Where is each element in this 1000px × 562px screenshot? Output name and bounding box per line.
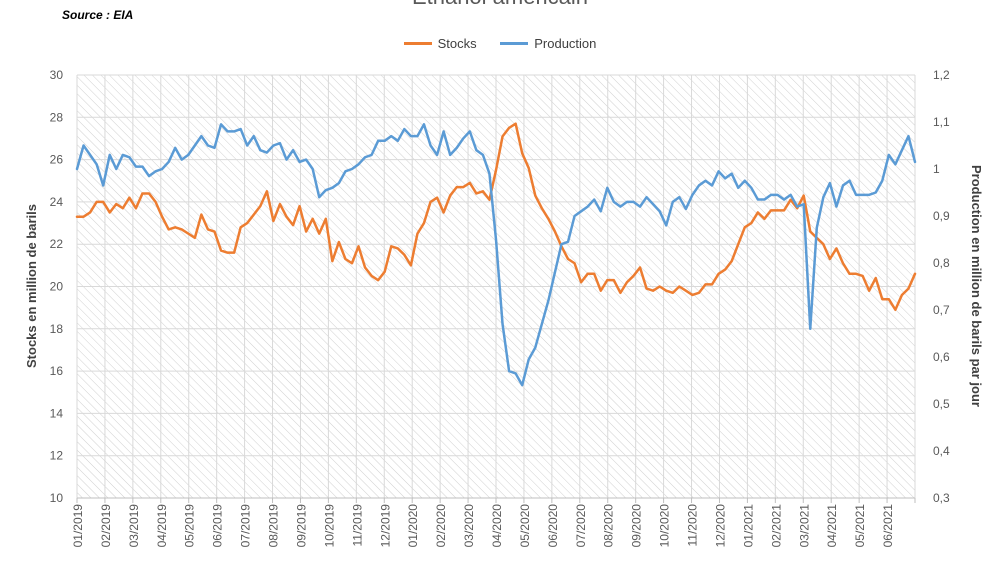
- x-tick-label: 07/2019: [239, 504, 253, 548]
- x-tick-label: 08/2019: [267, 504, 281, 548]
- y-right-tick-label: 1: [933, 162, 940, 176]
- y-right-tick-label: 1,1: [933, 115, 950, 129]
- y-right-tick-label: 0,7: [933, 303, 950, 317]
- y-left-tick-label: 20: [50, 280, 64, 294]
- legend-swatch-stocks: [403, 42, 432, 45]
- x-tick-label: 11/2019: [350, 504, 364, 547]
- x-tick-label: 05/2020: [518, 504, 532, 548]
- x-tick-label: 08/2020: [602, 504, 616, 548]
- y-left-tick-label: 14: [50, 406, 64, 420]
- y-left-tick-label: 30: [50, 68, 64, 82]
- x-tick-label: 02/2019: [99, 504, 113, 548]
- legend-label-production: Production: [534, 36, 597, 51]
- x-tick-label: 01/2019: [71, 504, 85, 548]
- series-line-production: [75, 123, 917, 387]
- x-tick-label: 09/2019: [294, 504, 308, 548]
- y-axis-left-label: Stocks en million de barils: [24, 204, 39, 368]
- axes: 10 12 14 16 18 20 22 24 26 28 30 0,3 0,4 0,5 0,6 0,7 0,8…: [50, 68, 950, 547]
- x-tick-label: 06/2019: [211, 504, 225, 548]
- x-tick-label: 11/2020: [686, 504, 700, 547]
- y-left-tick-label: 28: [50, 110, 64, 124]
- x-tick-label: 03/2021: [797, 504, 811, 548]
- y-left-tick-label: 26: [50, 153, 64, 167]
- x-tick-label: 05/2021: [853, 504, 867, 548]
- chart-title: Ethanol américain: [0, 0, 1000, 10]
- x-tick-label: 06/2021: [881, 504, 895, 548]
- y-right-tick-label: 1,2: [933, 68, 950, 82]
- legend-swatch-production: [500, 42, 529, 45]
- x-tick-label: 02/2020: [434, 504, 448, 548]
- x-tick-label: 02/2021: [769, 504, 783, 548]
- y-left-tick-label: 10: [50, 491, 64, 505]
- y-right-tick-label: 0,5: [933, 397, 950, 411]
- source-note: Source : EIA: [62, 8, 134, 22]
- x-tick-label: 05/2019: [183, 504, 197, 548]
- x-tick-label: 04/2021: [825, 504, 839, 548]
- series-line-stocks: [75, 122, 917, 312]
- x-tick-label: 01/2021: [741, 504, 755, 548]
- y-left-tick-label: 12: [50, 449, 64, 463]
- x-tick-label: 09/2020: [630, 504, 644, 548]
- x-tick-label: 04/2020: [490, 504, 504, 548]
- y-right-tick-label: 0,9: [933, 209, 950, 223]
- y-left-tick-label: 16: [50, 364, 64, 378]
- x-tick-label: 10/2019: [322, 504, 336, 548]
- y-axis-right-label: Production en million de barils par jour: [969, 165, 984, 407]
- x-tick-label: 01/2020: [406, 504, 420, 548]
- legend-item-stocks: Stocks: [403, 36, 477, 51]
- legend: Stocks Production: [0, 33, 1000, 51]
- x-tick-label: 03/2019: [127, 504, 141, 548]
- legend-item-production: Production: [500, 36, 596, 51]
- y-left-tick-label: 18: [50, 322, 64, 336]
- legend-label-stocks: Stocks: [437, 36, 477, 51]
- x-tick-label: 12/2020: [713, 504, 727, 548]
- x-tick-label: 12/2019: [378, 504, 392, 548]
- x-tick-label: 06/2020: [546, 504, 560, 548]
- y-right-tick-label: 0,4: [933, 444, 950, 458]
- y-right-tick-label: 0,6: [933, 350, 950, 364]
- y-left-tick-label: 22: [50, 237, 64, 251]
- x-tick-label: 10/2020: [658, 504, 672, 548]
- y-left-tick-label: 24: [50, 195, 64, 209]
- x-tick-label: 03/2020: [462, 504, 476, 548]
- x-tick-label: 07/2020: [574, 504, 588, 548]
- series: [75, 122, 917, 387]
- grid: [76, 74, 916, 499]
- x-tick-label: 04/2019: [155, 504, 169, 548]
- y-right-tick-label: 0,3: [933, 491, 950, 505]
- y-right-tick-label: 0,8: [933, 256, 950, 270]
